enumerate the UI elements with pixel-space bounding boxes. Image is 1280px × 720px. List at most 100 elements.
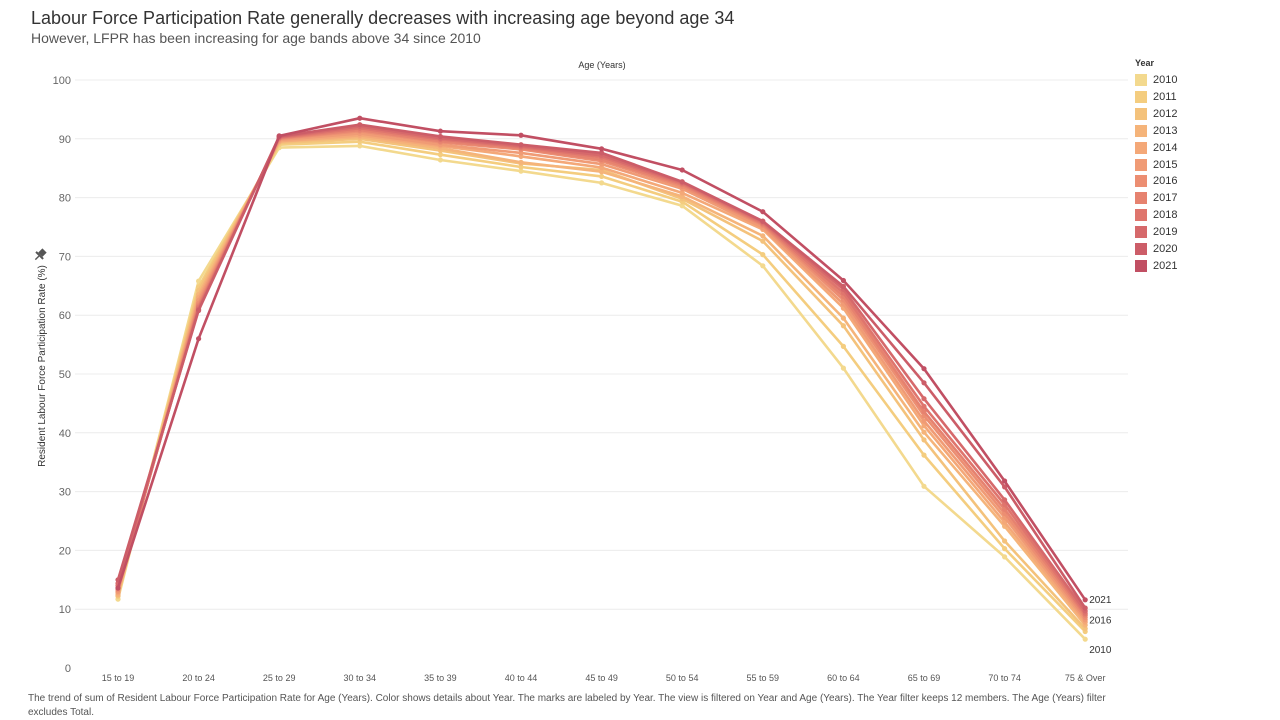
data-point[interactable] xyxy=(518,142,524,148)
series-line[interactable] xyxy=(116,132,1087,621)
data-point[interactable] xyxy=(599,180,605,186)
legend-item[interactable]: 2021 xyxy=(1135,257,1275,274)
data-point[interactable] xyxy=(1002,538,1008,544)
data-point[interactable] xyxy=(357,143,363,149)
series-line[interactable] xyxy=(116,134,1087,623)
data-point[interactable] xyxy=(599,146,605,152)
legend-swatch xyxy=(1135,192,1147,205)
legend-item[interactable]: 2017 xyxy=(1135,190,1275,207)
legend-item[interactable]: 2011 xyxy=(1135,89,1275,106)
series-2015[interactable] xyxy=(115,130,1088,623)
data-point[interactable] xyxy=(840,283,847,289)
legend-item[interactable]: 2020 xyxy=(1135,240,1275,257)
series-line[interactable] xyxy=(116,126,1087,615)
data-point[interactable] xyxy=(921,380,927,386)
data-point[interactable] xyxy=(679,203,685,209)
x-tick-label: 25 to 29 xyxy=(263,673,296,683)
legend-item[interactable]: 2016 xyxy=(1135,173,1275,190)
legend-item[interactable]: 2015 xyxy=(1135,156,1275,173)
data-point[interactable] xyxy=(840,343,847,349)
legend-swatch xyxy=(1135,74,1147,87)
legend-label: 2014 xyxy=(1153,141,1178,154)
series-line[interactable] xyxy=(116,137,1087,630)
data-point[interactable] xyxy=(921,409,927,415)
data-point[interactable] xyxy=(921,418,927,424)
series-2012[interactable] xyxy=(115,136,1088,632)
data-point[interactable] xyxy=(921,403,927,409)
data-point[interactable] xyxy=(760,233,766,239)
data-point[interactable] xyxy=(921,366,927,372)
legend-swatch xyxy=(1135,141,1147,154)
legend-item[interactable]: 2018 xyxy=(1135,207,1275,224)
series-line[interactable] xyxy=(116,116,1087,601)
data-point[interactable] xyxy=(357,122,363,128)
legend-swatch xyxy=(1135,242,1147,255)
y-tick-label: 50 xyxy=(59,369,71,381)
data-point[interactable] xyxy=(679,190,685,196)
data-point[interactable] xyxy=(518,168,524,174)
data-point[interactable] xyxy=(760,252,766,258)
data-point[interactable] xyxy=(437,133,443,140)
data-point[interactable] xyxy=(196,307,202,314)
data-point[interactable] xyxy=(840,315,847,321)
series-2011[interactable] xyxy=(115,139,1088,635)
series-2020[interactable] xyxy=(115,122,1088,611)
series-line[interactable] xyxy=(116,128,1087,616)
data-point[interactable] xyxy=(760,209,766,215)
data-point[interactable] xyxy=(760,238,766,244)
series-2018[interactable] xyxy=(115,125,1088,616)
series-2014[interactable] xyxy=(115,132,1088,625)
series-line[interactable] xyxy=(116,140,1087,633)
data-point[interactable] xyxy=(921,452,927,458)
legend-item[interactable]: 2019 xyxy=(1135,224,1275,241)
data-point[interactable] xyxy=(276,133,282,139)
data-point[interactable] xyxy=(437,128,443,134)
data-point[interactable] xyxy=(679,179,685,185)
data-point[interactable] xyxy=(679,167,685,173)
legend-swatch xyxy=(1135,91,1147,104)
x-tick-label: 15 to 19 xyxy=(102,673,135,683)
data-point[interactable] xyxy=(1002,478,1008,484)
data-point[interactable] xyxy=(1082,605,1088,611)
legend-item[interactable]: 2013 xyxy=(1135,123,1275,140)
y-tick-label: 0 xyxy=(65,663,71,675)
data-point[interactable] xyxy=(840,365,847,371)
data-point[interactable] xyxy=(921,437,927,443)
data-point[interactable] xyxy=(437,152,443,158)
data-point[interactable] xyxy=(840,323,847,329)
data-point[interactable] xyxy=(599,173,605,180)
legend-item[interactable]: 2012 xyxy=(1135,106,1275,123)
series-2017[interactable] xyxy=(115,127,1088,618)
data-point[interactable] xyxy=(1082,636,1088,642)
data-point[interactable] xyxy=(437,157,443,163)
legend-item[interactable]: 2010 xyxy=(1135,72,1275,89)
legend-item[interactable]: 2014 xyxy=(1135,139,1275,156)
data-point[interactable] xyxy=(921,429,927,435)
data-point[interactable] xyxy=(115,585,121,591)
data-point[interactable] xyxy=(1002,497,1008,503)
data-point[interactable] xyxy=(921,483,927,489)
data-point[interactable] xyxy=(1002,554,1008,560)
data-point[interactable] xyxy=(840,277,847,284)
data-point[interactable] xyxy=(357,115,363,121)
data-point[interactable] xyxy=(921,396,927,402)
data-point[interactable] xyxy=(1002,546,1008,552)
x-tick-label: 75 & Over xyxy=(1065,673,1106,683)
data-point[interactable] xyxy=(518,132,524,138)
x-tick-label: 55 to 59 xyxy=(747,673,780,683)
data-point[interactable] xyxy=(196,336,202,342)
data-point[interactable] xyxy=(518,159,524,165)
data-point[interactable] xyxy=(1082,597,1088,603)
series-2021[interactable] xyxy=(115,115,1088,603)
data-point[interactable] xyxy=(1002,484,1008,490)
series-2013[interactable] xyxy=(115,134,1088,628)
data-point[interactable] xyxy=(760,218,766,224)
data-point[interactable] xyxy=(599,150,605,156)
series-line[interactable] xyxy=(116,125,1087,612)
data-point[interactable] xyxy=(760,263,766,269)
data-point[interactable] xyxy=(599,169,605,175)
series-line[interactable] xyxy=(116,135,1087,626)
legend-swatch xyxy=(1135,158,1147,171)
pin-icon[interactable] xyxy=(32,247,48,263)
legend-swatch xyxy=(1135,108,1147,121)
